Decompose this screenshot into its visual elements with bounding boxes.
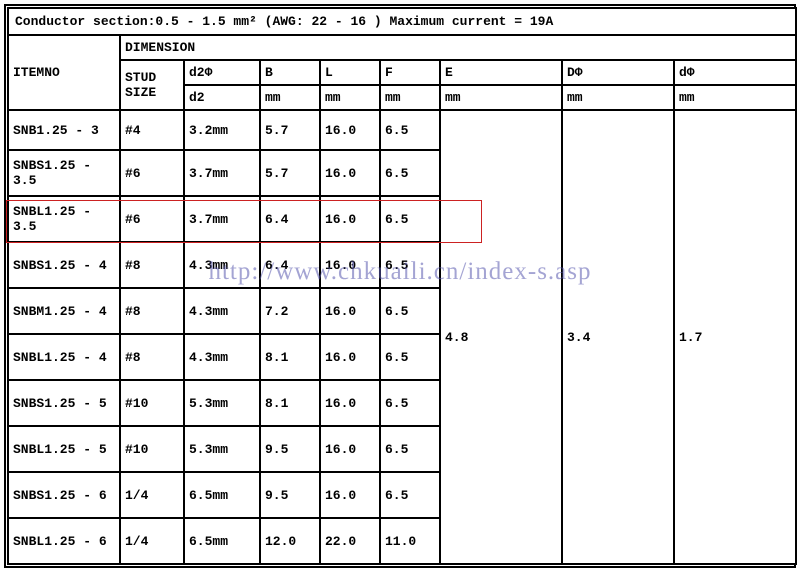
cell-item: SNB1.25 - 3 (9, 111, 119, 149)
col-dphi-u: DΦ (563, 61, 673, 84)
cell-item: SNBS1.25 - 4 (9, 243, 119, 287)
unit-ld: mm (675, 86, 795, 109)
cell-f: 6.5 (381, 243, 439, 287)
cell-stud: #10 (121, 381, 183, 425)
cell-d2: 5.3mm (185, 427, 259, 471)
cell-f: 6.5 (381, 111, 439, 149)
col-f: F (381, 61, 439, 84)
cell-d2: 3.2mm (185, 111, 259, 149)
cell-b: 6.4 (261, 197, 319, 241)
cell-l: 16.0 (321, 289, 379, 333)
cell-l: 16.0 (321, 197, 379, 241)
cell-b: 8.1 (261, 335, 319, 379)
cell-l: 16.0 (321, 243, 379, 287)
table-row: SNB1.25 - 3 #4 3.2mm 5.7 16.0 6.5 4.8 3.… (9, 111, 795, 149)
cell-l: 16.0 (321, 427, 379, 471)
col-e: E (441, 61, 561, 84)
cell-b: 7.2 (261, 289, 319, 333)
cell-stud: #8 (121, 335, 183, 379)
cell-item: SNBL1.25 - 6 (9, 519, 119, 563)
col-itemno: ITEMNO (9, 36, 119, 109)
col-b: B (261, 61, 319, 84)
header-row-1: ITEMNO DIMENSION (9, 36, 795, 59)
cell-stud: 1/4 (121, 473, 183, 517)
cell-l: 16.0 (321, 335, 379, 379)
cell-e-merged: 4.8 (441, 111, 561, 563)
cell-d-merged: 3.4 (563, 111, 673, 563)
cell-item: SNBL1.25 - 3.5 (9, 197, 119, 241)
cell-item: SNBM1.25 - 4 (9, 289, 119, 333)
title-row: Conductor section:0.5 - 1.5 mm² (AWG: 22… (9, 9, 795, 34)
cell-item: SNBS1.25 - 6 (9, 473, 119, 517)
col-stud: STUD SIZE (121, 61, 183, 109)
cell-f: 6.5 (381, 427, 439, 471)
col-dphi-l: dΦ (675, 61, 795, 84)
cell-d2: 3.7mm (185, 151, 259, 195)
unit-f: mm (381, 86, 439, 109)
header-row-2: STUD SIZE d2Φ B L F E DΦ dΦ (9, 61, 795, 84)
cell-item: SNBS1.25 - 5 (9, 381, 119, 425)
cell-f: 11.0 (381, 519, 439, 563)
cell-stud: 1/4 (121, 519, 183, 563)
cell-b: 6.4 (261, 243, 319, 287)
cell-stud: #6 (121, 197, 183, 241)
cell-d2: 6.5mm (185, 473, 259, 517)
cell-stud: #10 (121, 427, 183, 471)
cell-d2: 4.3mm (185, 289, 259, 333)
cell-l: 16.0 (321, 381, 379, 425)
cell-f: 6.5 (381, 197, 439, 241)
cell-f: 6.5 (381, 381, 439, 425)
cell-b: 5.7 (261, 151, 319, 195)
cell-b: 8.1 (261, 381, 319, 425)
cell-l: 16.0 (321, 473, 379, 517)
cell-d2: 4.3mm (185, 243, 259, 287)
cell-b: 12.0 (261, 519, 319, 563)
cell-stud: #8 (121, 289, 183, 333)
unit-d: mm (563, 86, 673, 109)
cell-d2: 5.3mm (185, 381, 259, 425)
col-d2phi: d2Φ (185, 61, 259, 84)
cell-stud: #6 (121, 151, 183, 195)
table-container: Conductor section:0.5 - 1.5 mm² (AWG: 22… (4, 4, 796, 568)
cell-b: 5.7 (261, 111, 319, 149)
cell-d2: 3.7mm (185, 197, 259, 241)
unit-e: mm (441, 86, 561, 109)
cell-f: 6.5 (381, 289, 439, 333)
col-d2: d2 (185, 86, 259, 109)
cell-b: 9.5 (261, 427, 319, 471)
cell-stud: #8 (121, 243, 183, 287)
cell-l: 16.0 (321, 111, 379, 149)
cell-d2: 6.5mm (185, 519, 259, 563)
cell-ld-merged: 1.7 (675, 111, 795, 563)
cell-d2: 4.3mm (185, 335, 259, 379)
table-title: Conductor section:0.5 - 1.5 mm² (AWG: 22… (9, 9, 795, 34)
cell-item: SNBL1.25 - 4 (9, 335, 119, 379)
cell-l: 16.0 (321, 151, 379, 195)
cell-item: SNBL1.25 - 5 (9, 427, 119, 471)
cell-f: 6.5 (381, 151, 439, 195)
cell-f: 6.5 (381, 335, 439, 379)
unit-l: mm (321, 86, 379, 109)
cell-item: SNBS1.25 - 3.5 (9, 151, 119, 195)
cell-stud: #4 (121, 111, 183, 149)
spec-table: Conductor section:0.5 - 1.5 mm² (AWG: 22… (7, 7, 797, 565)
cell-l: 22.0 (321, 519, 379, 563)
col-dimension: DIMENSION (121, 36, 795, 59)
cell-b: 9.5 (261, 473, 319, 517)
unit-b: mm (261, 86, 319, 109)
cell-f: 6.5 (381, 473, 439, 517)
col-l: L (321, 61, 379, 84)
